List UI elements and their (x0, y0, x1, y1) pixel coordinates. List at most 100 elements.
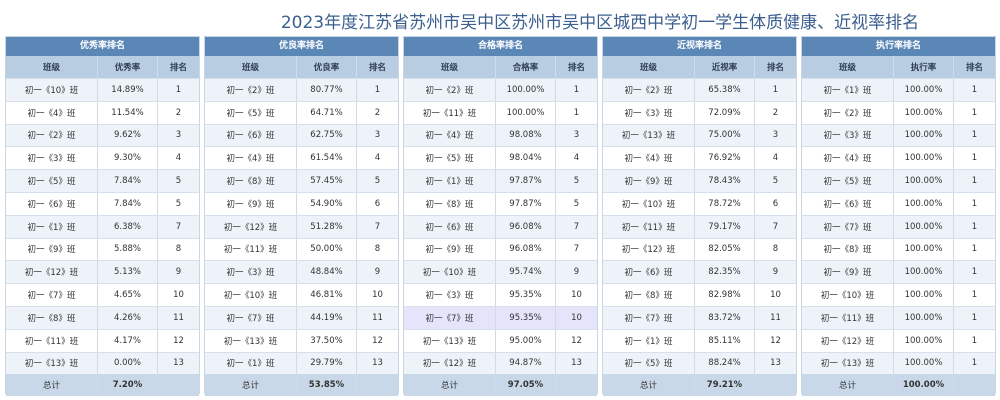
table-row: 初一《10》班 78.72% 6 (603, 191, 796, 215)
rank-cell: 12 (770, 335, 781, 346)
class-cell: 初一《10》班 (6, 79, 98, 101)
table-row: 初一《11》班 50.00% 8 (205, 237, 398, 261)
rate-cell: 98.04% (496, 147, 556, 170)
rank-cell: 4 (175, 153, 182, 164)
class-cell: 初一《10》班 (404, 261, 496, 284)
rank-cell: 5 (175, 176, 182, 187)
total-row: 总计 97.05% (404, 374, 597, 397)
rank-cell: 13 (173, 358, 184, 369)
class-cell: 初一《11》班 (802, 306, 894, 329)
rate-cell: 95.35% (496, 306, 556, 329)
class-cell: 初一《9》班 (404, 238, 496, 261)
table-body: 初一《2》班 65.38% 1 初一《3》班 72.09% 2 初一《13》班 75.00% 3… (603, 78, 796, 375)
class-cell: 初一《7》班 (404, 306, 496, 329)
rate-cell: 4.17% (98, 329, 158, 352)
rate-cell: 95.00% (496, 329, 556, 352)
class-cell: 初一《13》班 (6, 352, 98, 375)
total-rank (954, 374, 995, 396)
rate-cell: 79.17% (695, 215, 755, 238)
class-cell: 初一《1》班 (603, 329, 695, 352)
rate-cell: 83.72% (695, 306, 755, 329)
table-row: 初一《1》班 29.79% 13 (205, 351, 398, 375)
rate-cell: 76.92% (695, 147, 755, 170)
rank-cell: 1 (971, 335, 978, 346)
rate-cell: 9.62% (98, 124, 158, 147)
rank-cell: 7 (573, 221, 580, 232)
class-cell: 初一《7》班 (802, 215, 894, 238)
rank-cell: 1 (175, 84, 182, 95)
table-row: 初一《4》班 76.92% 4 (603, 146, 796, 170)
ranking-table-myopia: 近视率排名 班级 近视率 排名 初一《2》班 65.38% 1 初一《3》班 72.09% 2 初一… (602, 36, 797, 397)
class-cell: 初一《10》班 (205, 284, 297, 306)
rank-cell: 1 (971, 107, 978, 118)
table-row: 初一《11》班 100.00% 1 (802, 305, 995, 329)
rank-cell: 4 (772, 153, 779, 164)
rate-cell: 37.50% (297, 329, 357, 352)
ranking-table-execution: 执行率排名 班级 执行率 排名 初一《1》班 100.00% 1 初一《2》班 100.00% 1… (801, 36, 996, 397)
rank-cell: 7 (175, 221, 182, 232)
table-row: 初一《3》班 72.09% 2 (603, 100, 796, 124)
rate-cell: 100.00% (496, 79, 556, 101)
class-cell: 初一《1》班 (802, 79, 894, 101)
table-row: 初一《8》班 82.98% 10 (603, 283, 796, 306)
class-cell: 初一《5》班 (603, 352, 695, 375)
table-row: 初一《13》班 37.50% 12 (205, 328, 398, 352)
rank-cell: 3 (772, 130, 779, 141)
rank-cell: 1 (971, 290, 978, 301)
table-row: 初一《6》班 62.75% 3 (205, 123, 398, 147)
class-cell: 初一《9》班 (6, 238, 98, 261)
rate-cell: 9.30% (98, 147, 158, 170)
rank-cell: 10 (372, 290, 383, 301)
rank-cell: 9 (175, 267, 182, 278)
class-cell: 初一《6》班 (802, 192, 894, 215)
class-cell: 初一《9》班 (802, 261, 894, 284)
table-row: 初一《4》班 11.54% 2 (6, 100, 199, 124)
rate-cell: 65.38% (695, 79, 755, 101)
column-header: 班级 (404, 56, 496, 78)
rank-cell: 1 (573, 107, 580, 118)
rank-cell: 4 (573, 153, 580, 164)
rank-cell: 1 (971, 130, 978, 141)
class-cell: 初一《2》班 (603, 79, 695, 101)
rank-cell: 3 (374, 130, 381, 141)
table-row: 初一《11》班 79.17% 7 (603, 214, 796, 238)
rank-cell: 8 (175, 244, 182, 255)
page-title: 2023年度江苏省苏州市吴中区苏州市吴中区城西中学初一学生体质健康、近视率排名 (280, 13, 920, 33)
rate-cell: 78.72% (695, 192, 755, 215)
table-row: 初一《6》班 96.08% 7 (404, 214, 597, 238)
rank-cell: 5 (573, 198, 580, 209)
rate-cell: 100.00% (894, 329, 954, 352)
rank-cell: 8 (374, 244, 381, 255)
class-cell: 初一《5》班 (802, 170, 894, 192)
table-row: 初一《3》班 9.30% 4 (6, 146, 199, 170)
rank-cell: 11 (173, 312, 184, 323)
table-body: 初一《10》班 14.89% 1 初一《4》班 11.54% 2 初一《2》班 9.62% 3 初… (6, 78, 199, 375)
class-cell: 初一《8》班 (404, 192, 496, 215)
rate-cell: 100.00% (894, 284, 954, 306)
ranking-table-pass: 合格率排名 班级 合格率 排名 初一《2》班 100.00% 1 初一《11》班 100.00%… (403, 36, 598, 397)
table-row: 初一《1》班 6.38% 7 (6, 214, 199, 238)
rank-cell: 2 (175, 107, 182, 118)
total-rank (158, 374, 199, 396)
rate-cell: 7.84% (98, 170, 158, 192)
column-header: 班级 (205, 56, 297, 78)
rate-cell: 97.87% (496, 192, 556, 215)
rate-cell: 46.81% (297, 284, 357, 306)
table-caption: 优秀率排名 (6, 37, 199, 56)
rate-cell: 100.00% (496, 101, 556, 124)
class-cell: 初一《5》班 (6, 170, 98, 192)
rank-cell: 1 (971, 176, 978, 187)
table-header-row: 班级 近视率 排名 (603, 56, 796, 78)
table-row: 初一《9》班 54.90% 6 (205, 191, 398, 215)
rank-cell: 10 (571, 290, 582, 301)
rank-cell: 5 (374, 176, 381, 187)
column-header: 优秀率 (98, 56, 158, 78)
table-row: 初一《1》班 97.87% 5 (404, 169, 597, 192)
rank-cell: 1 (971, 153, 978, 164)
class-cell: 初一《7》班 (205, 306, 297, 329)
ranking-table-good: 优良率排名 班级 优良率 排名 初一《2》班 80.77% 1 初一《5》班 64.71% 2 初一… (204, 36, 399, 397)
rank-cell: 13 (372, 358, 383, 369)
rate-cell: 100.00% (894, 215, 954, 238)
rate-cell: 75.00% (695, 124, 755, 147)
class-cell: 初一《10》班 (603, 192, 695, 215)
